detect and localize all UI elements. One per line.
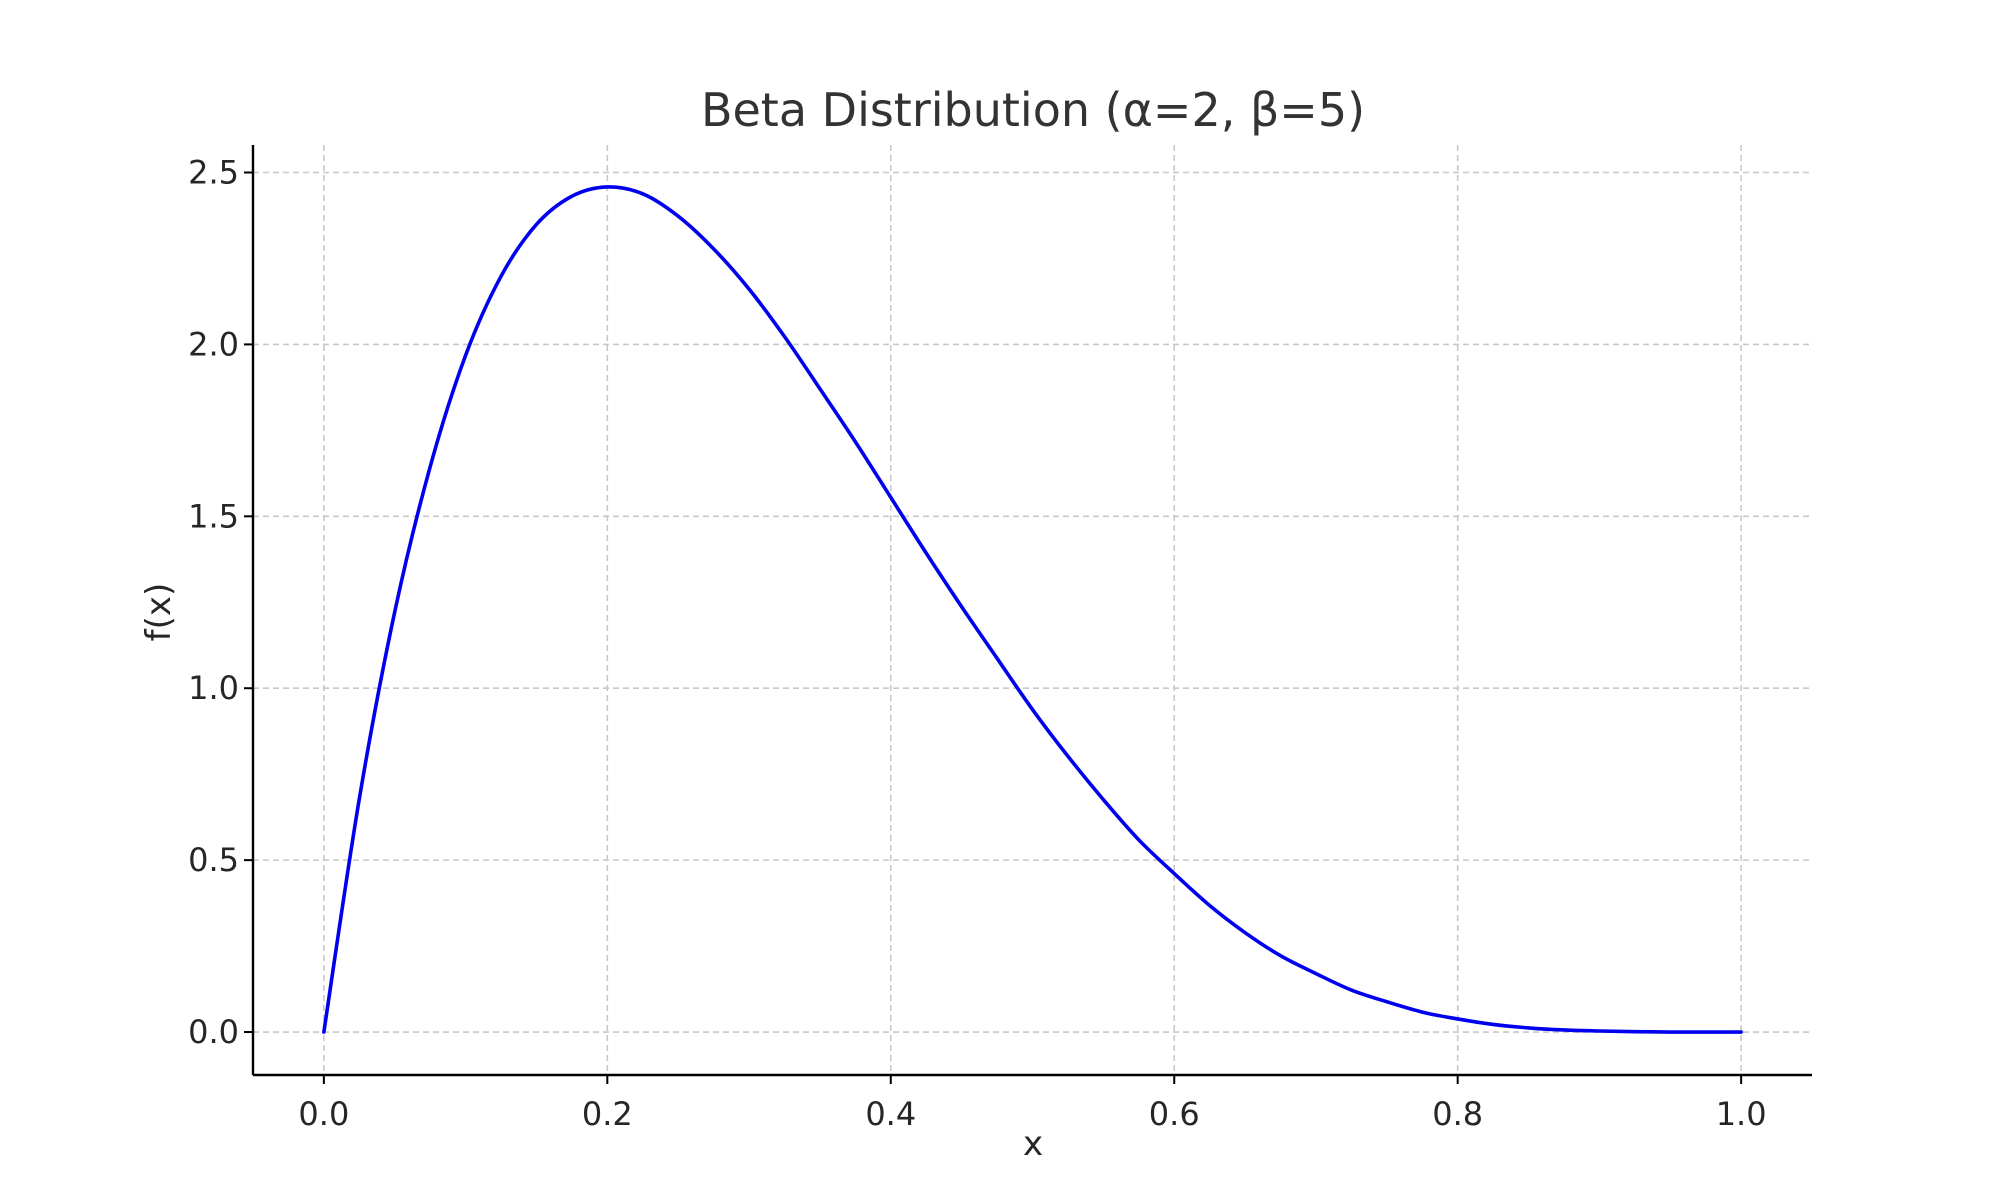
y-tick-label: 1.5	[188, 497, 239, 535]
y-tick-label: 2.5	[188, 154, 239, 192]
x-tick-label: 0.6	[1149, 1095, 1200, 1133]
y-tick-label: 0.0	[188, 1013, 239, 1051]
y-axis-label: f(x)	[139, 583, 179, 642]
tick-labels: 0.0 0.2 0.4 0.6 0.8 1.0 0.0 0.5 1.0 1.5 2.0 2.5	[188, 154, 1766, 1133]
y-tick-label: 1.0	[188, 669, 239, 707]
y-tick-label: 2.0	[188, 325, 239, 363]
grid	[253, 145, 1812, 1075]
x-tick-label: 0.2	[582, 1095, 633, 1133]
axes	[244, 145, 1812, 1084]
x-tick-label: 0.8	[1432, 1095, 1483, 1133]
x-tick-label: 1.0	[1716, 1095, 1767, 1133]
x-axis-label: x	[1023, 1124, 1043, 1164]
x-tick-label: 0.4	[865, 1095, 916, 1133]
chart-title: Beta Distribution (α=2, β=5)	[701, 83, 1365, 137]
y-tick-label: 0.5	[188, 841, 239, 879]
beta-pdf-line	[322, 185, 1743, 1034]
series-layer	[322, 185, 1743, 1034]
x-tick-label: 0.0	[298, 1095, 349, 1133]
